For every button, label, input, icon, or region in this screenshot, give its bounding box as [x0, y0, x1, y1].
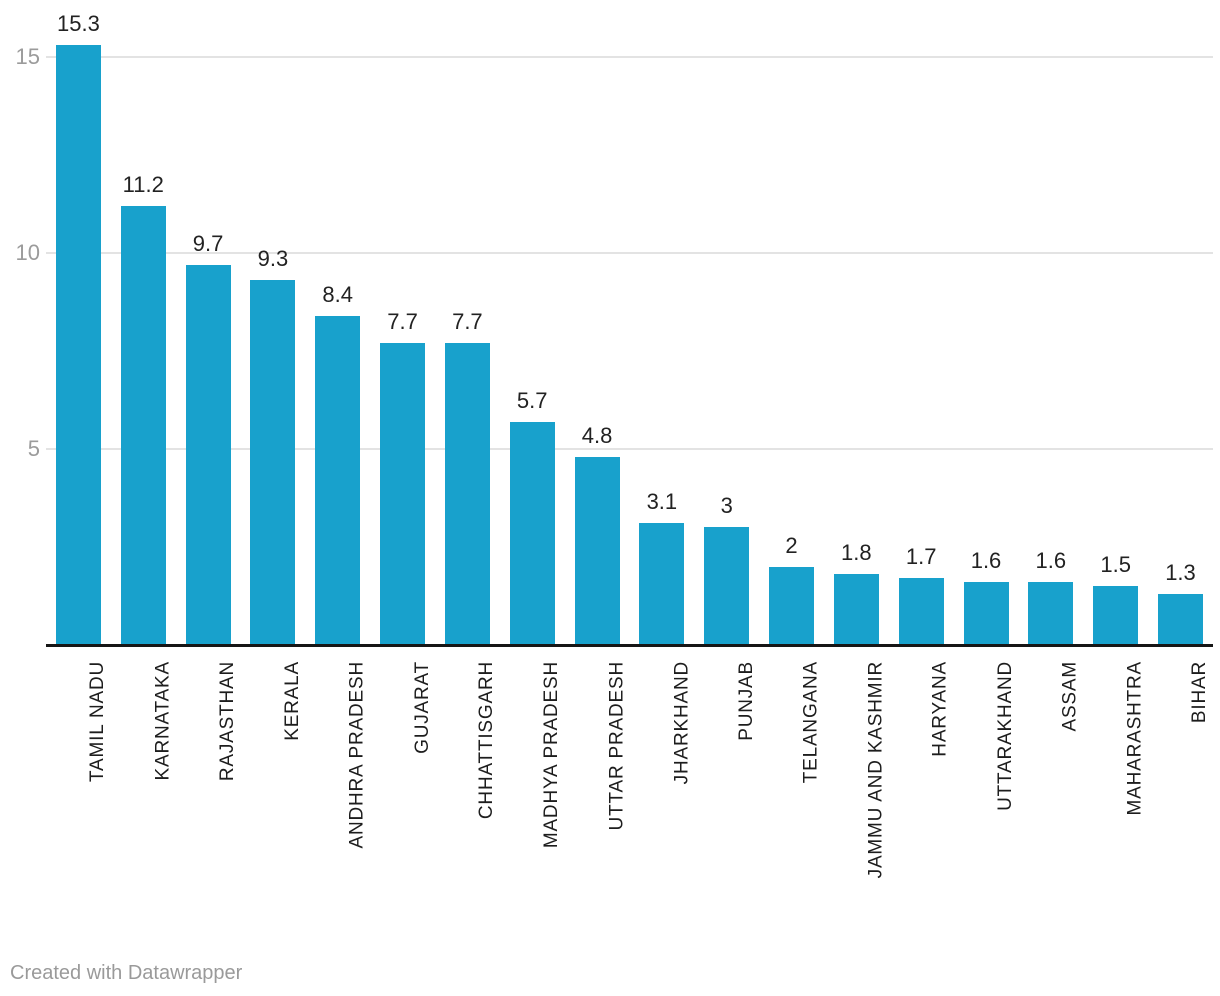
bar-value-label: 2	[785, 532, 798, 558]
bar	[769, 566, 815, 645]
category-label: MAHARASHTRA	[1124, 661, 1146, 816]
bar-group: 3 PUNJAB	[694, 0, 759, 741]
category-label: KERALA	[281, 661, 303, 741]
category-label: ANDHRA PRADESH	[346, 661, 368, 849]
bar-group: 7.7 CHHATTISGARH	[435, 0, 500, 819]
bar-value-label: 7.7	[387, 309, 418, 335]
y-tick-label: 5	[27, 435, 40, 461]
bar	[574, 456, 620, 645]
bar-group: 7.7 GUJARAT	[370, 0, 435, 754]
x-axis-line	[46, 644, 1213, 647]
bar	[120, 205, 166, 645]
bar-group: 8.4 ANDHRA PRADESH	[305, 0, 370, 849]
gridline-15	[46, 55, 1213, 58]
bar-group: 4.8 UTTAR PRADESH	[565, 0, 630, 830]
bars-container: 15.3 TAMIL NADU 11.2 KARNATAKA 9.7 RAJASTHAN 9…	[46, 0, 1213, 878]
bar-value-label: 11.2	[122, 171, 164, 197]
bar-value-label: 1.6	[1035, 548, 1067, 574]
bar	[833, 574, 879, 645]
bar-value-label: 1.7	[905, 544, 937, 570]
bar	[315, 315, 361, 645]
bar-value-label: 1.3	[1165, 560, 1196, 586]
bar-group: 1.6 ASSAM	[1018, 0, 1083, 732]
bar	[639, 523, 685, 645]
bar-group: 5.7 MADHYA PRADESH	[500, 0, 565, 848]
bar	[1093, 586, 1139, 645]
bar-group: 9.3 KERALA	[240, 0, 305, 741]
category-label: TELANGANA	[800, 661, 822, 784]
category-label: UTTAR PRADESH	[606, 661, 628, 831]
category-label: UTTARAKHAND	[995, 661, 1017, 811]
bar-value-label: 1.6	[970, 548, 1002, 574]
category-label: CHHATTISGARH	[476, 661, 498, 820]
bar	[380, 343, 426, 645]
bar-value-label: 4.8	[581, 422, 613, 448]
bar-group: 9.7 RAJASTHAN	[176, 0, 241, 781]
bar-value-label: 3.1	[646, 489, 678, 515]
bar-group: 1.3 BIHAR	[1148, 0, 1213, 723]
bar	[250, 280, 296, 645]
category-label: TAMIL NADU	[87, 661, 109, 782]
bar-value-label: 1.5	[1100, 552, 1131, 578]
bar-group: 1.7 HARYANA	[889, 0, 954, 757]
plot-area: 5 10 15 15.3 TAMIL NADU 11.2 KARNATAKA 9.7 RAJA…	[15, 0, 1213, 878]
bar-value-label: 8.4	[322, 281, 354, 307]
category-label: KARNATAKA	[152, 661, 174, 781]
gridline-10	[46, 251, 1213, 254]
bar	[444, 343, 490, 645]
attribution-text: Created with Datawrapper	[10, 962, 243, 984]
category-label: JHARKHAND	[670, 661, 692, 785]
gridline-5	[46, 447, 1213, 450]
category-label: ASSAM	[1059, 661, 1081, 732]
category-label: GUJARAT	[411, 661, 433, 754]
bar-value-label: 15.3	[57, 11, 100, 37]
bar	[1157, 594, 1203, 645]
bar-group: 3.1 JHARKHAND	[629, 0, 694, 784]
bar-value-label: 5.7	[516, 387, 548, 413]
bar-group: 1.6 UTTARAKHAND	[954, 0, 1019, 811]
category-label: MADHYA PRADESH	[541, 661, 563, 849]
bar-group: 11.2 KARNATAKA	[111, 0, 176, 780]
bar	[704, 527, 750, 645]
bar	[1028, 582, 1074, 645]
bar-group: 1.5 MAHARASHTRA	[1083, 0, 1148, 815]
bar-value-label: 3	[720, 493, 733, 519]
bar	[963, 582, 1009, 645]
y-tick-label: 15	[15, 43, 40, 69]
bar	[55, 45, 101, 645]
bar-group: 15.3 TAMIL NADU	[46, 0, 111, 782]
bar-value-label: 1.8	[841, 540, 872, 566]
category-label: HARYANA	[930, 661, 952, 757]
attribution: Created with Datawrapper	[10, 960, 242, 986]
y-tick-label: 10	[15, 239, 40, 265]
bar-group: 1.8 JAMMU AND KASHMIR	[824, 0, 889, 878]
bar-value-label: 7.7	[452, 309, 483, 335]
category-label: RAJASTHAN	[217, 661, 239, 782]
category-label: BIHAR	[1189, 661, 1211, 724]
category-label: JAMMU AND KASHMIR	[865, 661, 887, 879]
bar-group: 2 TELANGANA	[759, 0, 824, 783]
bar	[185, 264, 231, 645]
bar-value-label: 9.7	[192, 230, 224, 256]
bar	[509, 421, 555, 645]
bar-value-label: 9.3	[257, 246, 289, 272]
bar	[898, 578, 944, 645]
category-label: PUNJAB	[735, 661, 757, 741]
